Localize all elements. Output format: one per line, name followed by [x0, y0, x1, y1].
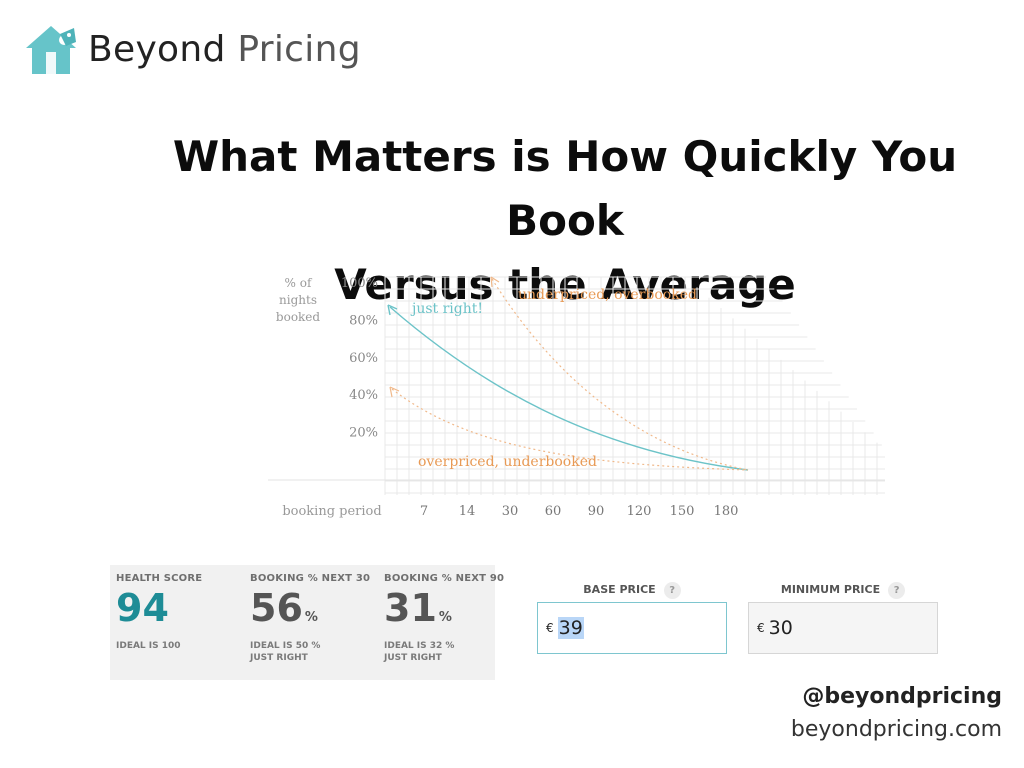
y-tick-label: 20% — [349, 426, 378, 441]
metric-status: JUST RIGHT — [384, 653, 442, 663]
metric-value: 56% — [250, 586, 375, 640]
y-axis-label: % of — [285, 276, 313, 290]
metric-ideal: IDEAL IS 100 — [116, 641, 181, 651]
base-price-block: BASE PRICE? € 39 — [537, 580, 727, 654]
metric-unit: % — [438, 610, 452, 625]
arrow-head — [387, 304, 398, 316]
x-tick-label: 7 — [420, 504, 428, 519]
annotation-underpriced: underpriced, overbooked — [518, 287, 697, 303]
minimum-price-input[interactable]: € 30 — [748, 602, 938, 654]
help-icon[interactable]: ? — [663, 581, 681, 599]
y-axis-label: nights — [279, 293, 317, 307]
minimum-price-label-text: MINIMUM PRICE — [780, 583, 881, 596]
website-link[interactable]: beyondpricing.com — [790, 717, 1002, 742]
y-tick-label: 60% — [349, 351, 378, 366]
metric-status: JUST RIGHT — [250, 653, 308, 663]
house-tag-icon — [26, 26, 76, 74]
health-panel: HEALTH SCORE 94 IDEAL IS 100 BOOKING % N… — [110, 565, 504, 680]
minimum-price-block: MINIMUM PRICE? € 30 — [748, 580, 938, 654]
x-axis-label: booking period — [282, 504, 381, 519]
metric-label: HEALTH SCORE — [116, 573, 203, 584]
metric-booking-30: BOOKING % NEXT 30 56% IDEAL IS 50 % JUST… — [250, 573, 375, 664]
series-line-overpriced — [391, 388, 749, 471]
slide-title-line-1: What Matters is How Quickly You Book — [172, 132, 958, 245]
metric-number: 31 — [384, 586, 437, 630]
annotation-overpriced: overpriced, underbooked — [418, 454, 597, 470]
brand-name-bold: Beyond — [88, 28, 226, 70]
series-line-underpriced — [491, 278, 749, 471]
base-price-label-text: BASE PRICE — [583, 583, 656, 596]
x-tick-label: 120 — [627, 504, 652, 519]
booking-curve-chart: % of nights booked 100% 80% 60% 40% 20% booking … — [260, 265, 900, 530]
y-tick-label: 100% — [341, 276, 378, 291]
currency-symbol: € — [757, 621, 765, 635]
currency-symbol: € — [546, 621, 554, 635]
x-tick-label: 14 — [459, 504, 476, 519]
metric-booking-90: BOOKING % NEXT 90 31% IDEAL IS 32 % JUST… — [384, 573, 509, 664]
base-price-label: BASE PRICE? — [537, 580, 727, 600]
series-line-just-right — [389, 306, 749, 471]
metric-label: BOOKING % NEXT 90 — [384, 573, 505, 584]
metric-number: 94 — [116, 586, 169, 630]
y-tick-label: 80% — [349, 313, 378, 328]
brand-logo: Beyond Pricing — [22, 22, 361, 76]
metric-health-score: HEALTH SCORE 94 IDEAL IS 100 — [116, 573, 241, 652]
minimum-price-label: MINIMUM PRICE? — [748, 580, 938, 600]
chart-canvas: % of nights booked 100% 80% 60% 40% 20% booking … — [268, 276, 885, 519]
y-tick-label: 40% — [349, 388, 378, 403]
base-price-input[interactable]: € 39 — [537, 602, 727, 654]
footer: @beyondpricing beyondpricing.com — [791, 680, 1002, 746]
metric-number: 56 — [250, 586, 303, 630]
x-tick-label: 90 — [588, 504, 605, 519]
annotation-just-right: just right! — [410, 301, 483, 317]
metric-ideal: IDEAL IS 50 % — [250, 641, 321, 651]
arrow-head — [490, 276, 500, 288]
base-price-value[interactable]: 39 — [557, 617, 584, 639]
minimum-price-value[interactable]: 30 — [768, 617, 793, 639]
x-tick-label: 150 — [670, 504, 695, 519]
metric-value: 31% — [384, 586, 509, 640]
metric-label: BOOKING % NEXT 30 — [250, 573, 371, 584]
brand-name: Beyond Pricing — [88, 29, 361, 70]
arrow-head — [389, 386, 400, 398]
help-icon[interactable]: ? — [888, 581, 906, 599]
x-tick-label: 60 — [545, 504, 562, 519]
brand-name-light: Pricing — [237, 28, 361, 70]
social-handle[interactable]: @beyondpricing — [802, 684, 1002, 709]
metric-unit: % — [304, 610, 318, 625]
metric-value: 94 — [116, 586, 241, 640]
x-tick-label: 180 — [714, 504, 739, 519]
y-axis-label: booked — [276, 310, 321, 324]
x-tick-label: 30 — [502, 504, 519, 519]
metric-ideal: IDEAL IS 32 % — [384, 641, 455, 651]
